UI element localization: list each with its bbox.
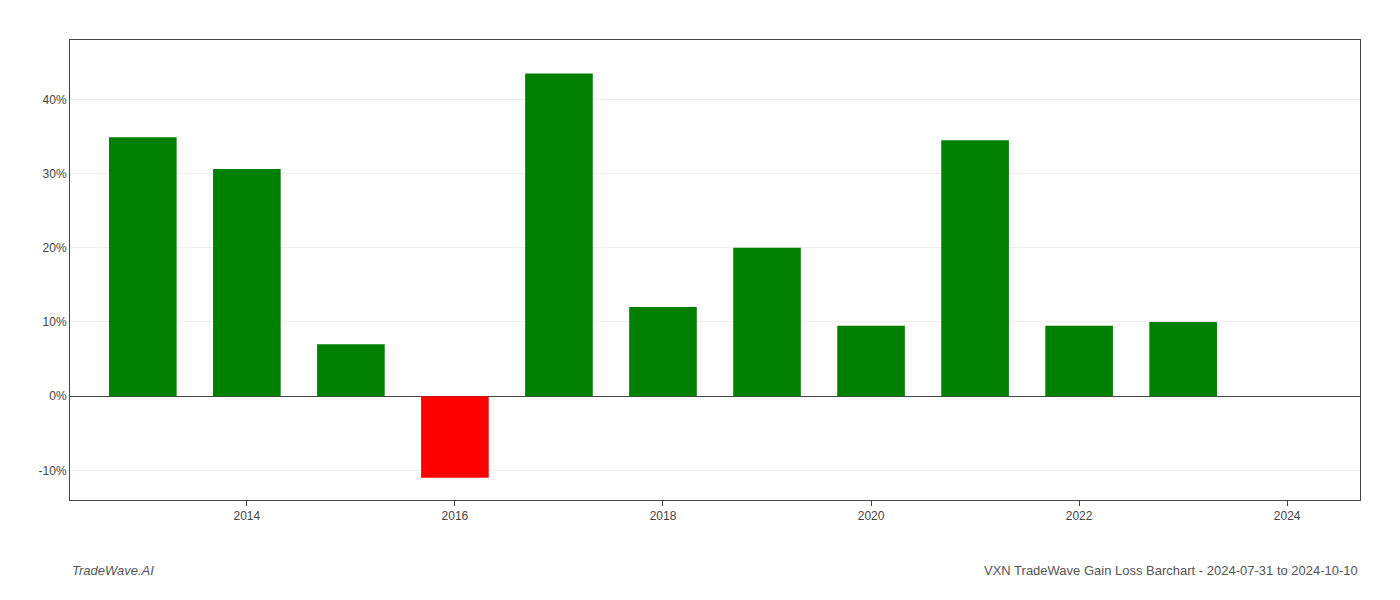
svg-text:VXN TradeWave Gain Loss Barcha: VXN TradeWave Gain Loss Barchart - 2024-… xyxy=(984,563,1358,578)
svg-text:30%: 30% xyxy=(43,167,67,181)
svg-text:40%: 40% xyxy=(43,93,67,107)
svg-text:2016: 2016 xyxy=(442,509,469,523)
svg-text:TradeWave.AI: TradeWave.AI xyxy=(72,563,154,578)
svg-text:2014: 2014 xyxy=(233,509,260,523)
svg-text:10%: 10% xyxy=(43,315,67,329)
svg-text:2024: 2024 xyxy=(1274,509,1301,523)
svg-text:0%: 0% xyxy=(49,389,67,403)
svg-text:20%: 20% xyxy=(43,241,67,255)
svg-text:2022: 2022 xyxy=(1066,509,1093,523)
svg-text:2020: 2020 xyxy=(858,509,885,523)
svg-text:-10%: -10% xyxy=(39,464,67,478)
svg-text:2018: 2018 xyxy=(650,509,677,523)
